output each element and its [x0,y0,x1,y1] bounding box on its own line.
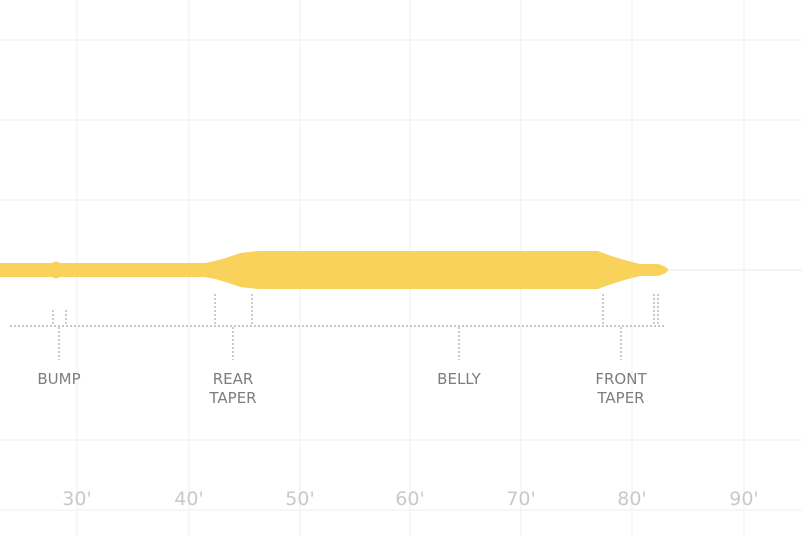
section-label-rear-taper-line-1: REAR [213,370,254,388]
distance-tick-60: 60' [395,488,424,510]
section-label-front-taper-line-1: FRONT [595,370,647,388]
label-leaders [58,327,622,360]
section-label-front-taper-line-2: TAPER [596,389,644,407]
distance-tick-30: 30' [62,488,91,510]
section-label-belly: BELLY [437,370,481,388]
distance-tick-80: 80' [617,488,646,510]
distance-axis: 30' 40' 50' 60' 70' 80' 90' [62,488,758,510]
boundary-markers [52,294,659,326]
distance-tick-90: 90' [729,488,758,510]
distance-tick-50: 50' [285,488,314,510]
fly-line-profile [0,251,668,289]
section-label-bump: BUMP [37,370,80,388]
distance-tick-40: 40' [174,488,203,510]
distance-tick-70: 70' [506,488,535,510]
section-label-rear-taper-line-2: TAPER [208,389,256,407]
